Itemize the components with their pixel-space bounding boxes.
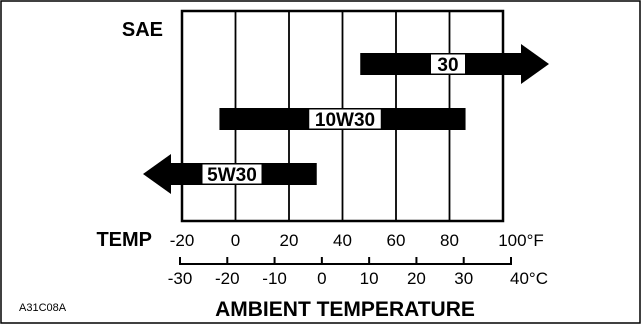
fahrenheit-tick-label: 80 (440, 231, 459, 250)
fahrenheit-tick-label: 100°F (498, 231, 544, 250)
celsius-tick-label: -30 (168, 269, 193, 288)
grade-label: 30 (437, 55, 458, 76)
celsius-axis: -30 -20 -10 0 10 20 30 40°C (168, 257, 548, 288)
celsius-tick-label: 10 (360, 269, 379, 288)
ambient-temperature-title: AMBIENT TEMPERATURE (215, 298, 475, 321)
celsius-tick-label: 30 (454, 269, 473, 288)
grade-label-box (201, 163, 263, 185)
grade-label-box (430, 53, 466, 75)
grade-label-box (308, 108, 382, 130)
grade-bars: 30 10W30 5W30 (143, 44, 549, 194)
fahrenheit-tick-label: -20 (170, 231, 195, 250)
sae-label: SAE (122, 19, 163, 41)
celsius-tick-label: 20 (407, 269, 426, 288)
grade-label: 10W30 (315, 110, 375, 131)
fahrenheit-tick-label: 20 (280, 231, 299, 250)
celsius-tick-label: 0 (317, 269, 326, 288)
fahrenheit-axis: -20 0 20 40 60 80 100°F (170, 231, 544, 250)
fahrenheit-tick-label: 40 (333, 231, 352, 250)
celsius-tick-label: 40°C (510, 269, 548, 288)
temp-label: TEMP (96, 229, 152, 251)
fahrenheit-tick-label: 0 (231, 231, 240, 250)
figure-code: A31C08A (19, 302, 67, 314)
fahrenheit-tick-label: 60 (387, 231, 406, 250)
grade-label: 5W30 (207, 165, 257, 186)
celsius-tick-label: -10 (262, 269, 287, 288)
celsius-tick-label: -20 (215, 269, 240, 288)
